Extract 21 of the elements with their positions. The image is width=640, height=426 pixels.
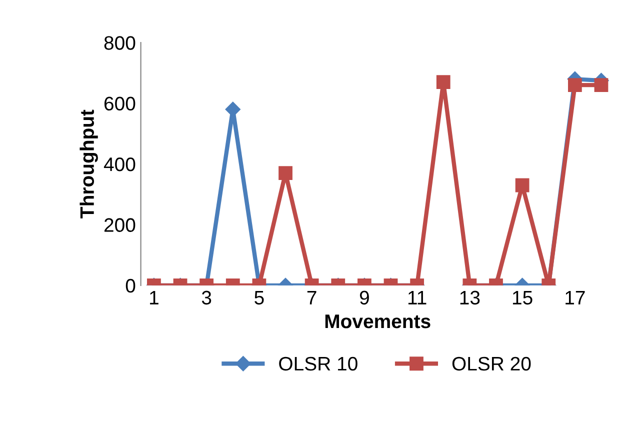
- legend-label: OLSR 10: [279, 356, 358, 371]
- x-tick-label: 5: [254, 290, 264, 305]
- y-tick-label: 400: [104, 157, 136, 172]
- point: [568, 78, 582, 92]
- y-axis-title: Throughput: [80, 110, 98, 218]
- point: [594, 78, 608, 92]
- x-tick-label: 15: [512, 290, 532, 305]
- x-tick-label: 13: [460, 290, 480, 305]
- y-tick-label: 0: [126, 278, 136, 293]
- x-tick-label: 17: [566, 290, 585, 304]
- x-tick-label: 11: [408, 290, 426, 304]
- x-tick-label: 3: [202, 290, 212, 305]
- x-tick-label: 7: [307, 290, 316, 304]
- point: [436, 75, 450, 90]
- y-tick-label: 600: [104, 96, 136, 111]
- x-axis-title: Movements: [325, 314, 430, 328]
- y-tick-label: 200: [104, 218, 136, 232]
- legend-label: OLSR 20: [452, 356, 531, 371]
- x-tick-label: 1: [150, 290, 158, 304]
- x-tick-label: 9: [360, 290, 369, 305]
- y-tick-label: 800: [104, 36, 136, 50]
